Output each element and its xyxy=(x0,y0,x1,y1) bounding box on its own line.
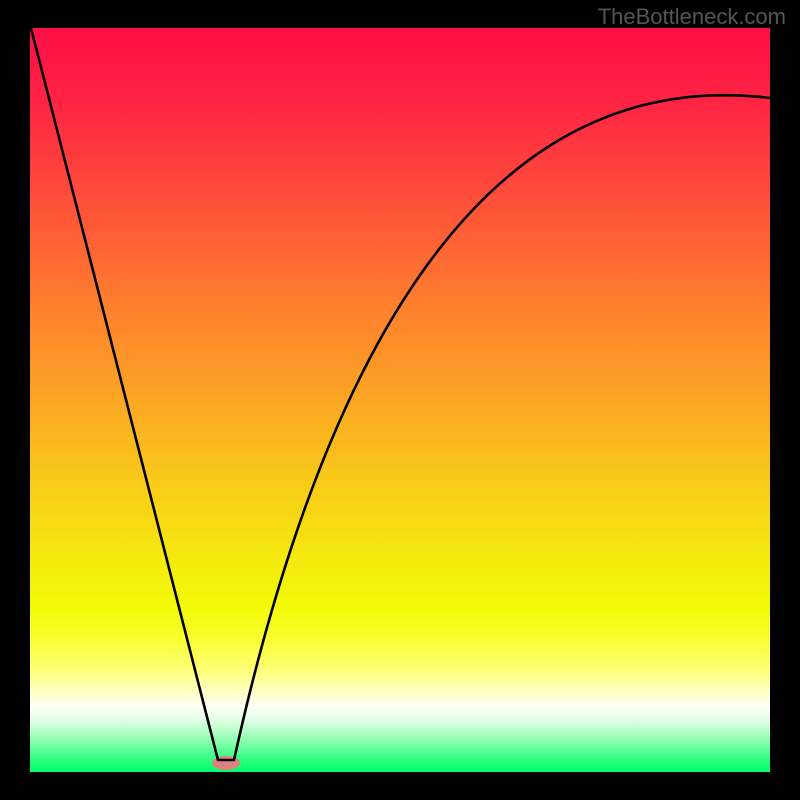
chart-container: TheBottleneck.com xyxy=(0,0,800,800)
watermark-text: TheBottleneck.com xyxy=(598,4,786,30)
bottleneck-chart xyxy=(0,0,800,800)
chart-plot-area xyxy=(30,28,770,772)
